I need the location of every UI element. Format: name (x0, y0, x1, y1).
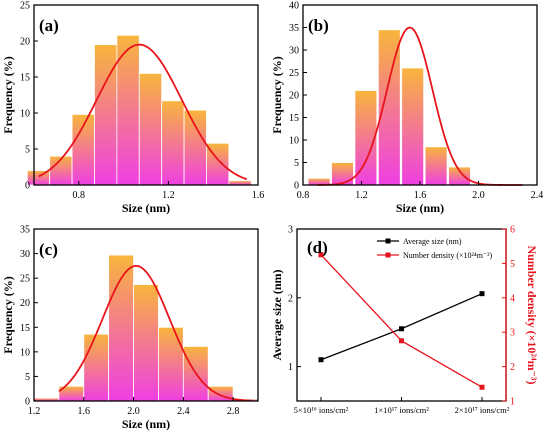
y-tick-label: 20 (289, 91, 299, 102)
x-category-label: 2×10¹⁷ ions/cm² (455, 405, 510, 415)
histogram-bar (138, 73, 163, 186)
series-point (399, 338, 404, 344)
y-tick-label: 2 (288, 293, 293, 304)
y-tick-label: 30 (289, 46, 299, 57)
histogram-bar (158, 326, 184, 402)
x-tick-label: 1.6 (78, 406, 91, 417)
x-tick-label: 0.8 (73, 190, 86, 201)
y2-tick-label: 5 (510, 259, 515, 270)
y-tick-label: 20 (20, 37, 30, 48)
x-tick-label: 1.6 (414, 190, 427, 201)
y-tick-label: 0 (294, 181, 299, 192)
x-category-label: 5×10¹⁶ ions/cm² (294, 405, 349, 415)
y-tick-label: 35 (289, 23, 299, 34)
y-tick-label: 3 (288, 225, 293, 236)
y-axis-label: Frequency (%) (270, 56, 284, 133)
y-axis-label: Average size (nm) (270, 269, 284, 360)
x-tick-label: 1.6 (252, 190, 265, 201)
y2-tick-label: 2 (510, 362, 515, 373)
plot-frame (33, 228, 259, 402)
legend-swatch-marker (385, 252, 391, 258)
panel-a: 0.8 1.2 1.6 0 5 10 15 20 25 Size (nm) Frequency (%… (1, 1, 264, 216)
series-point (479, 384, 485, 390)
panel-label: (c) (39, 240, 58, 259)
x-tick-label: 2.4 (531, 190, 544, 201)
y-tick-label: 40 (289, 1, 299, 12)
y-tick-label: 25 (289, 68, 299, 79)
y-tick-label: 0 (25, 181, 30, 192)
x-tick-label: 2.0 (127, 406, 140, 417)
y-tick-label: 1 (288, 362, 293, 373)
y-tick-label: 5 (25, 145, 30, 156)
histogram-bar (424, 146, 448, 186)
x-axis-label: Size (nm) (396, 201, 444, 215)
gaussian-fit-line (38, 43, 248, 181)
gaussian-fit-line (58, 264, 252, 402)
y-tick-label: 25 (20, 274, 30, 285)
series-point (399, 326, 404, 332)
series-point (479, 291, 485, 297)
y-tick-label: 15 (289, 113, 299, 124)
panel-label: (b) (308, 16, 329, 35)
plot-frame (33, 4, 259, 186)
y2-axis-label: Number density (×10²⁴m⁻³) (525, 245, 539, 384)
panel-c: 1.2 1.6 2.0 2.4 2.8 0 5 10 15 20 25 30 35 Size (nm) Fr… (1, 225, 259, 431)
histogram-bar (182, 346, 209, 402)
series-point (318, 357, 324, 363)
x-tick-label: 1.2 (28, 406, 41, 417)
y-tick-label: 30 (20, 249, 30, 260)
y-tick-label: 35 (20, 225, 30, 236)
x-tick-label: 1.2 (162, 190, 175, 201)
histogram-bar (133, 284, 159, 402)
x-category-label: 1×10¹⁷ ions/cm² (374, 405, 429, 415)
legend-entry: Average size (nm) (403, 237, 462, 246)
histogram-bar (331, 162, 354, 186)
x-tick-label: 2.4 (177, 406, 190, 417)
y-tick-label: 0 (25, 397, 30, 408)
x-axis-label: Size (nm) (122, 201, 170, 215)
x-tick-label: 2.8 (227, 406, 240, 417)
y-tick-label: 5 (25, 372, 30, 383)
histogram-bar (401, 67, 425, 186)
series-point (318, 252, 324, 258)
y-tick-label: 15 (20, 73, 30, 84)
y-tick-label: 5 (294, 158, 299, 169)
histogram-bar (354, 90, 378, 186)
y-tick-label: 10 (20, 347, 30, 358)
histogram-bar (183, 109, 207, 186)
x-tick-label: 2.0 (472, 190, 485, 201)
x-axis-label: Size (nm) (122, 417, 170, 431)
legend-swatch-marker (385, 238, 391, 244)
y-tick-label: 20 (20, 298, 30, 309)
y-axis-label: Frequency (%) (1, 56, 15, 133)
x-tick-label: 1.2 (355, 190, 368, 201)
panel-label: (a) (39, 16, 59, 35)
y2-tick-label: 6 (510, 225, 515, 236)
panel-label: (d) (307, 238, 328, 257)
y-tick-label: 10 (289, 136, 299, 147)
y2-tick-label: 3 (510, 328, 515, 339)
panel-d: 5×10¹⁶ ions/cm² 1×10¹⁷ ions/cm² 2×10¹⁷ ion… (270, 225, 539, 416)
x-tick-label: 0.8 (297, 190, 310, 201)
histogram-bar (94, 44, 118, 186)
y-tick-label: 15 (20, 323, 30, 334)
histogram-bar (83, 333, 110, 402)
y2-tick-label: 4 (510, 293, 515, 304)
histogram-bar (161, 100, 185, 186)
y-tick-label: 25 (20, 1, 30, 12)
series-line (320, 254, 483, 388)
legend-entry: Number density (×10²⁴m⁻³) (403, 251, 493, 260)
panel-b: 0.8 1.2 1.6 2.0 2.4 0 5 10 15 20 25 30 35 40 Size (nm)… (270, 1, 543, 216)
y2-tick-label: 1 (510, 397, 515, 408)
y-tick-label: 10 (20, 109, 30, 120)
y-axis-label: Frequency (%) (1, 276, 15, 353)
